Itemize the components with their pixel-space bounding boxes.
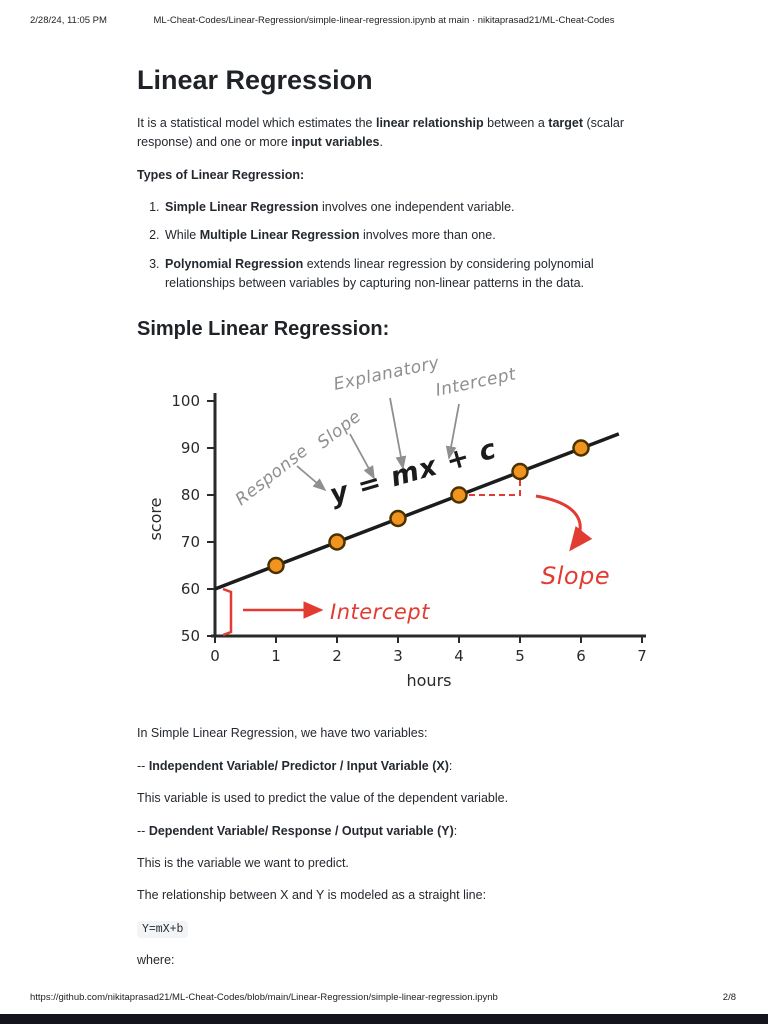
list-item-polynomial: Polynomial Regression extends linear reg…	[163, 255, 651, 294]
types-heading: Types of Linear Regression:	[137, 167, 305, 182]
x-tick-label: 5	[515, 647, 525, 665]
print-page-title: ML-Cheat-Codes/Linear-Regression/simple-…	[153, 15, 615, 26]
independent-variable-desc: This variable is used to predict the val…	[137, 791, 509, 806]
relationship-paragraph: The relationship between X and Y is mode…	[137, 888, 487, 903]
annotation-red-slope: Slope	[541, 562, 610, 590]
y-tick-label: 80	[181, 486, 200, 504]
annotation-explanatory: Explanatory	[332, 356, 442, 395]
data-point	[328, 533, 346, 552]
x-tick-label: 3	[393, 647, 403, 665]
x-tick-label: 0	[210, 647, 220, 665]
x-tick-label: 7	[637, 647, 647, 665]
intro-paragraph: It is a statistical model which estimate…	[137, 115, 625, 150]
where-label: where:	[137, 953, 175, 968]
print-source-url: https://github.com/nikitaprasad21/ML-Che…	[30, 992, 498, 1003]
regression-chart: 50 60 70 80 90 100 0 1 2 3 4 5 6 7 score hours Response S…	[146, 353, 647, 690]
y-tick-label: 90	[181, 439, 200, 457]
annotation-arrow	[389, 398, 407, 471]
list-item-multiple: While Multiple Linear Regression involve…	[163, 226, 651, 245]
dependent-variable-desc: This is the variable we want to predict.	[137, 855, 349, 870]
variables-intro: In Simple Linear Regression, we have two…	[137, 726, 428, 741]
equation-label: y = mx + c	[326, 434, 500, 511]
data-point	[389, 510, 407, 528]
annotation-arrow	[349, 433, 375, 480]
annotation-arrow	[445, 404, 460, 461]
y-tick-label: 100	[171, 392, 200, 410]
print-datetime: 2/28/24, 11:05 PM	[30, 15, 107, 26]
annotation-arrow	[296, 465, 327, 492]
y-tick-label: 50	[181, 627, 200, 645]
dependent-variable-heading: -- Dependent Variable/ Response / Output…	[137, 823, 458, 838]
formula-paragraph: Y=mX+b	[137, 919, 651, 939]
print-page-number: 2/8	[722, 992, 736, 1003]
annotation-response: Response	[232, 441, 312, 510]
data-point	[572, 439, 590, 458]
x-tick-label: 4	[454, 647, 464, 665]
annotation-red-intercept: Intercept	[330, 600, 430, 624]
slope-arrow	[535, 494, 593, 552]
x-tick-label: 6	[576, 647, 586, 665]
y-axis-label: score	[146, 498, 165, 541]
chart-figure: 50 60 70 80 90 100 0 1 2 3 4 5 6 7 score hours Response S…	[137, 353, 651, 708]
list-item-simple: Simple Linear Regression involves one in…	[163, 198, 651, 217]
page-title: Linear Regression	[137, 65, 373, 95]
y-tick-label: 70	[181, 533, 200, 551]
x-tick-label: 1	[271, 647, 281, 665]
y-tick-label: 60	[181, 580, 200, 598]
section-heading: Simple Linear Regression:	[137, 318, 390, 341]
pdf-viewer-edge	[0, 1014, 768, 1024]
print-footer: https://github.com/nikitaprasad21/ML-Che…	[0, 992, 768, 1006]
slope-dashed-indicator	[459, 474, 521, 497]
formula-code: Y=mX+b	[137, 920, 189, 938]
print-header: 2/28/24, 11:05 PM ML-Cheat-Codes/Linear-…	[0, 15, 768, 29]
types-list: Simple Linear Regression involves one in…	[137, 198, 651, 294]
annotation-intercept: Intercept	[434, 365, 519, 402]
data-point	[450, 486, 468, 505]
notebook-content: Linear Regression It is a statistical mo…	[137, 64, 651, 984]
x-axis-label: hours	[407, 671, 452, 690]
independent-variable-heading: -- Independent Variable/ Predictor / Inp…	[137, 758, 453, 773]
data-point	[511, 463, 529, 481]
x-tick-label: 2	[332, 647, 342, 665]
intercept-bracket	[222, 588, 233, 637]
data-point	[267, 557, 285, 575]
